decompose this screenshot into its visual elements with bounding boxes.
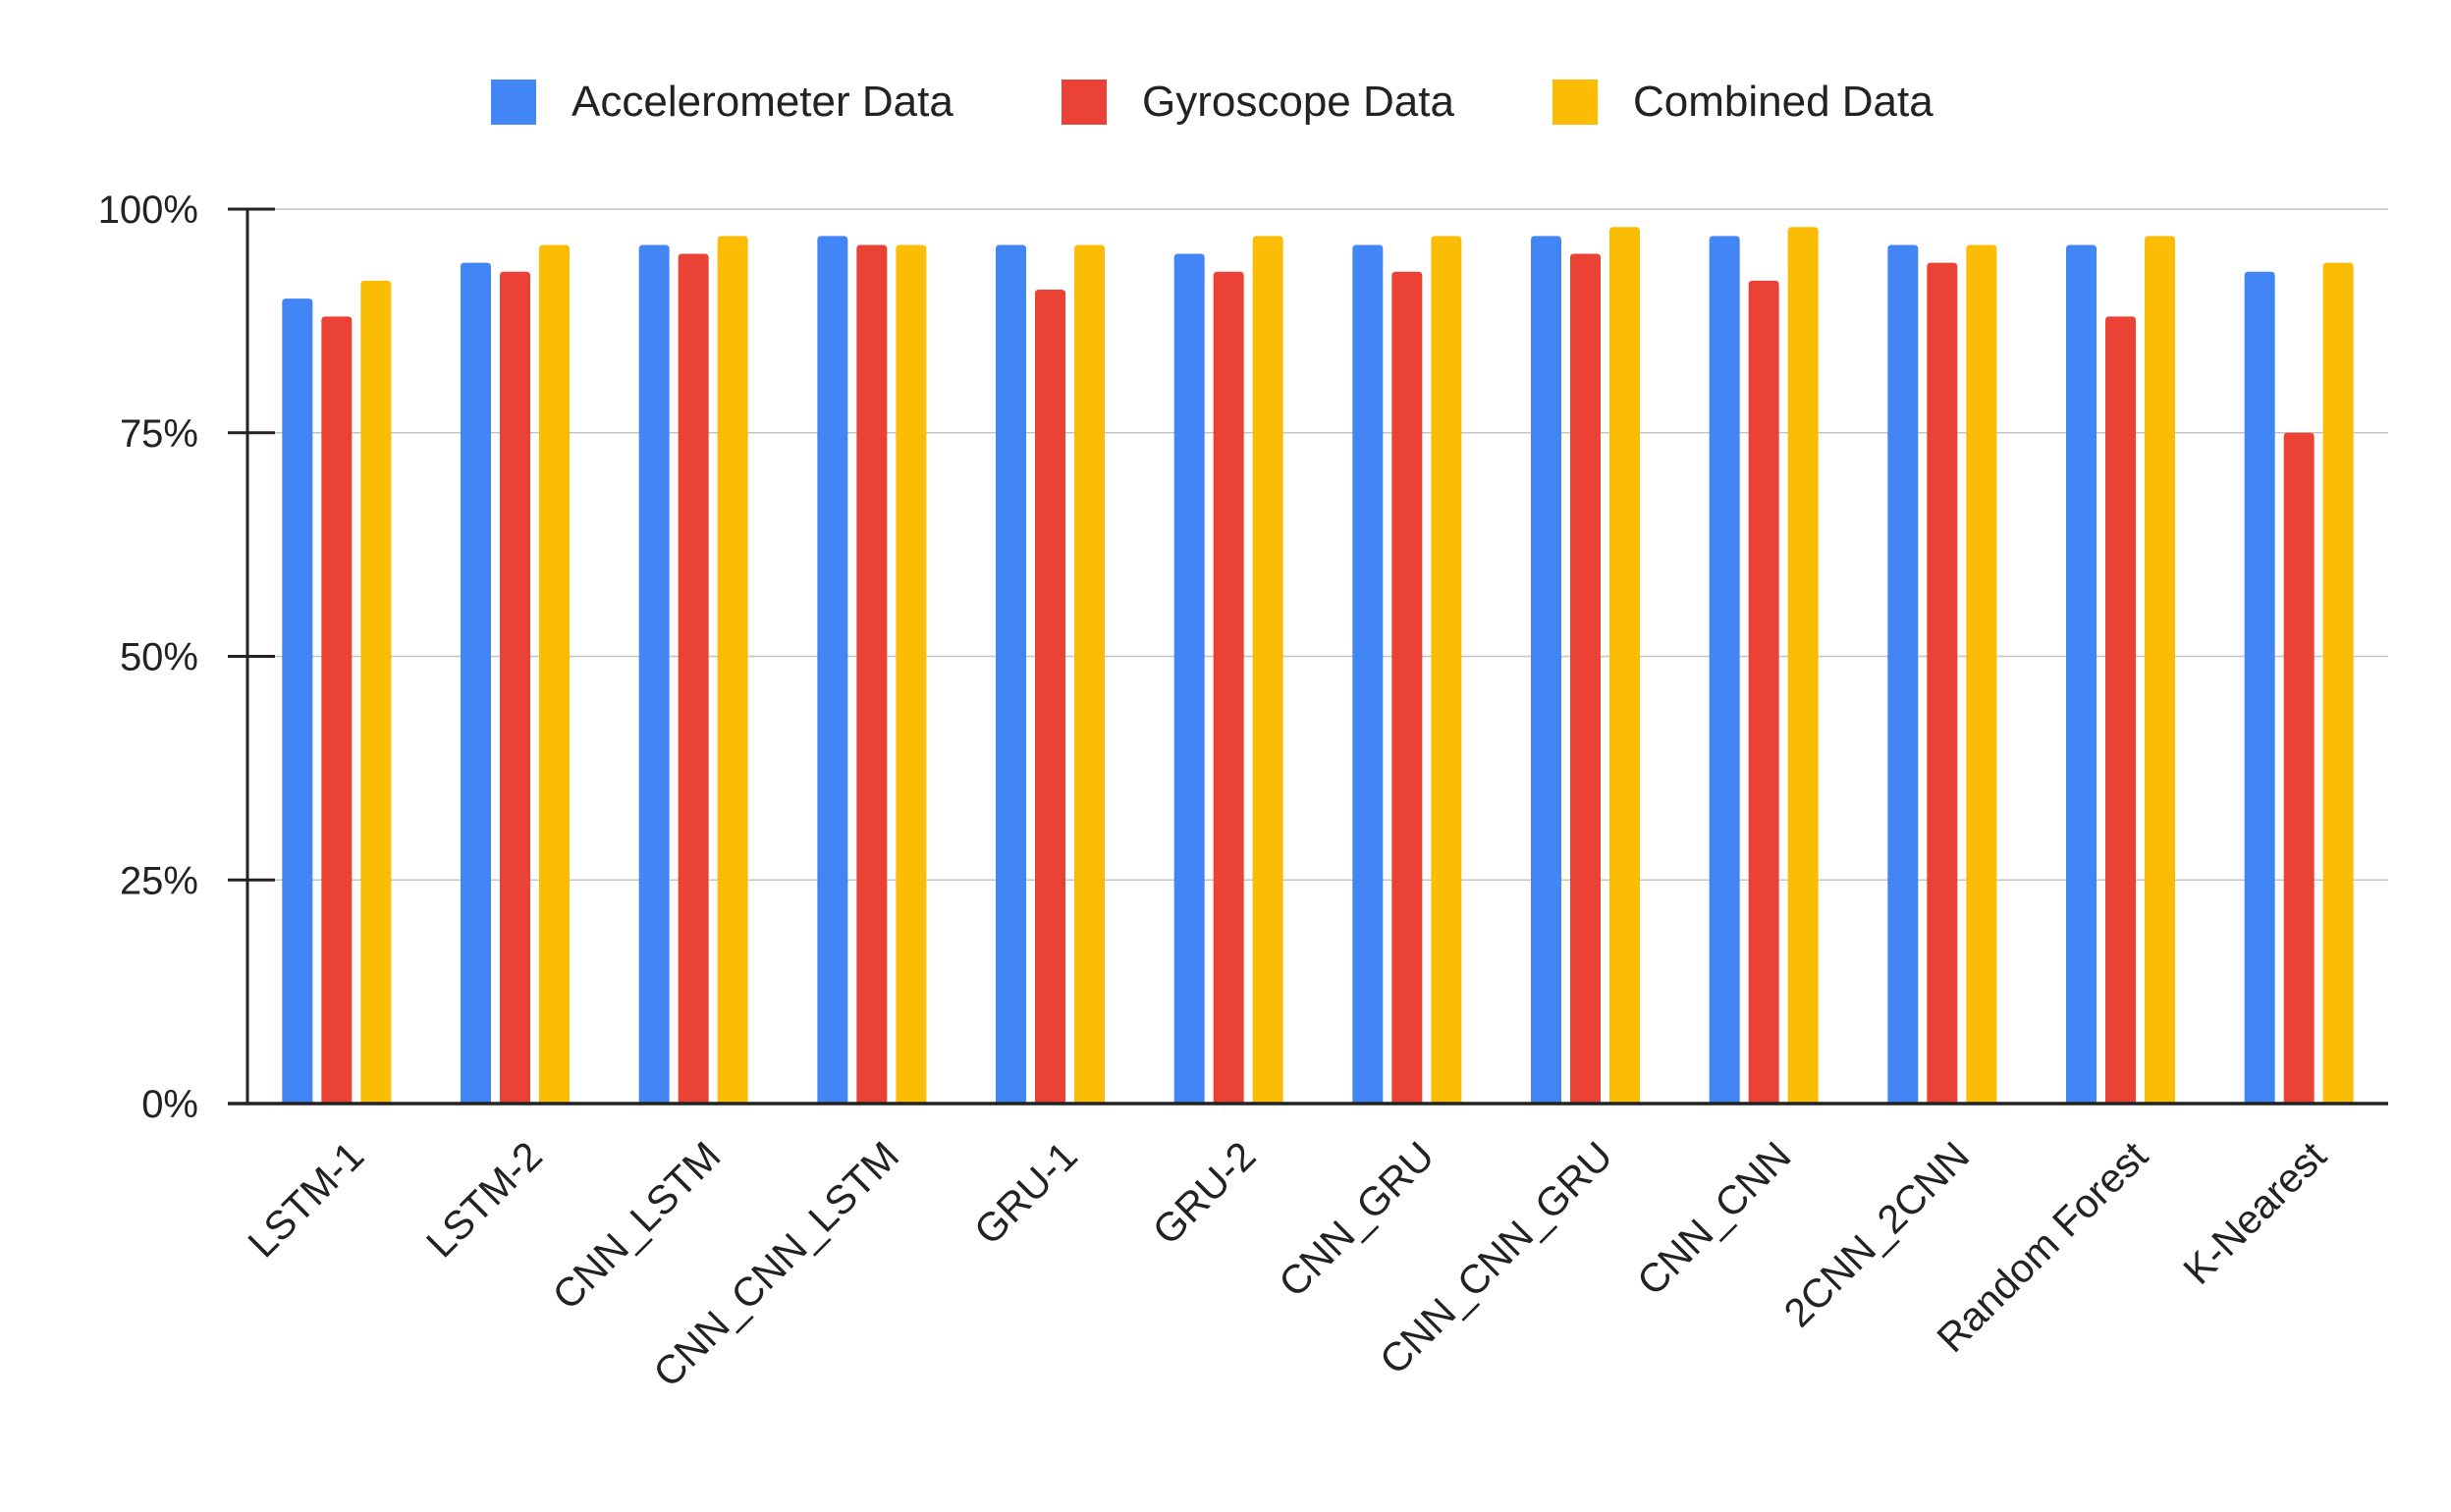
bar-combined-data-gru-1 [1074,244,1105,1104]
x-tick-label: GRU-2 [1144,1133,1265,1254]
bar-combined-data-cnn-cnn-gru [1609,227,1640,1105]
bar-gyroscope-data-cnn-lstm [678,253,709,1104]
bar-accelerometer-data-cnn-cnn-gru [1531,236,1561,1104]
bar-gyroscope-data-gru-2 [1213,271,1244,1104]
x-tick-label: LSTM-1 [240,1133,373,1267]
bar-accelerometer-data-gru-1 [996,244,1026,1104]
bar-gyroscope-data-cnn-gru [1391,271,1423,1104]
x-tick-label: CNN_LSTM [544,1133,730,1319]
bar-gyroscope-data-cnn-cnn-gru [1570,253,1601,1104]
bar-combined-data-gru-2 [1252,236,1283,1104]
x-tick-label: CNN_GRU [1270,1133,1443,1306]
bar-accelerometer-data-cnn-cnn-lstm [817,236,848,1104]
bar-combined-data-k-nearest [2322,262,2354,1104]
y-tick-label: 100% [98,189,198,232]
bar-combined-data-cnn-cnn [1787,227,1819,1105]
legend-swatch [1062,80,1107,125]
bar-gyroscope-data-cnn-cnn-lstm [856,244,888,1104]
bar-gyroscope-data-lstm-2 [500,271,530,1104]
legend: Accelerometer Data Gyroscope Data Combined… [491,78,1934,126]
legend-item-gyroscope-data: Gyroscope Data [1062,78,1454,126]
legend-label: Combined Data [1633,78,1934,126]
bar-accelerometer-data-lstm-2 [461,262,491,1104]
legend-label: Accelerometer Data [572,78,953,126]
bar-combined-data-cnn-cnn-lstm [896,244,927,1104]
y-tick-label: 50% [120,636,198,679]
bar-gyroscope-data-lstm-1 [321,316,353,1104]
bar-accelerometer-data-2cnn-2cnn [1887,244,1919,1104]
x-tick-label: K-Nearest [2174,1132,2334,1292]
y-tick-label: 75% [120,412,198,456]
y-axis: 0% 25% 50% 75% 100% [98,189,275,1126]
bar-gyroscope-data-k-nearest [2283,432,2315,1104]
legend-item-combined-data: Combined Data [1552,78,1934,126]
bar-accelerometer-data-cnn-lstm [638,244,670,1104]
legend-item-accelerometer-data: Accelerometer Data [491,78,953,126]
bar-accelerometer-data-random-forest [2066,244,2097,1104]
bar-combined-data-2cnn-2cnn [1966,244,1997,1104]
bar-combined-data-cnn-lstm [717,236,748,1104]
bar-gyroscope-data-gru-1 [1035,289,1065,1104]
bar-gyroscope-data-cnn-cnn [1748,280,1779,1104]
x-tick-label: LSTM-2 [417,1133,551,1267]
bar-accelerometer-data-cnn-cnn [1709,236,1740,1104]
bar-gyroscope-data-random-forest [2105,316,2136,1104]
legend-label: Gyroscope Data [1142,78,1454,126]
gridlines [247,208,2388,881]
x-tick-label: CNN_CNN [1628,1133,1799,1304]
y-tick-label: 25% [120,859,198,902]
bar-accelerometer-data-k-nearest [2244,271,2275,1104]
x-tick-label: 2CNN_2CNN [1775,1133,1979,1336]
bar-accelerometer-data-cnn-gru [1352,244,1384,1104]
y-tick-label: 0% [141,1083,198,1126]
bars [282,227,2354,1105]
bar-accelerometer-data-gru-2 [1173,253,1205,1104]
bar-gyroscope-data-2cnn-2cnn [1927,262,1958,1104]
bar-combined-data-lstm-2 [539,244,570,1104]
bar-accelerometer-data-lstm-1 [282,298,313,1105]
x-tick-label: GRU-1 [965,1133,1086,1254]
bar-combined-data-random-forest [2145,236,2175,1104]
bar-combined-data-lstm-1 [360,280,392,1104]
legend-swatch [491,80,536,125]
bar-combined-data-cnn-gru [1431,236,1462,1104]
legend-swatch [1552,80,1598,125]
